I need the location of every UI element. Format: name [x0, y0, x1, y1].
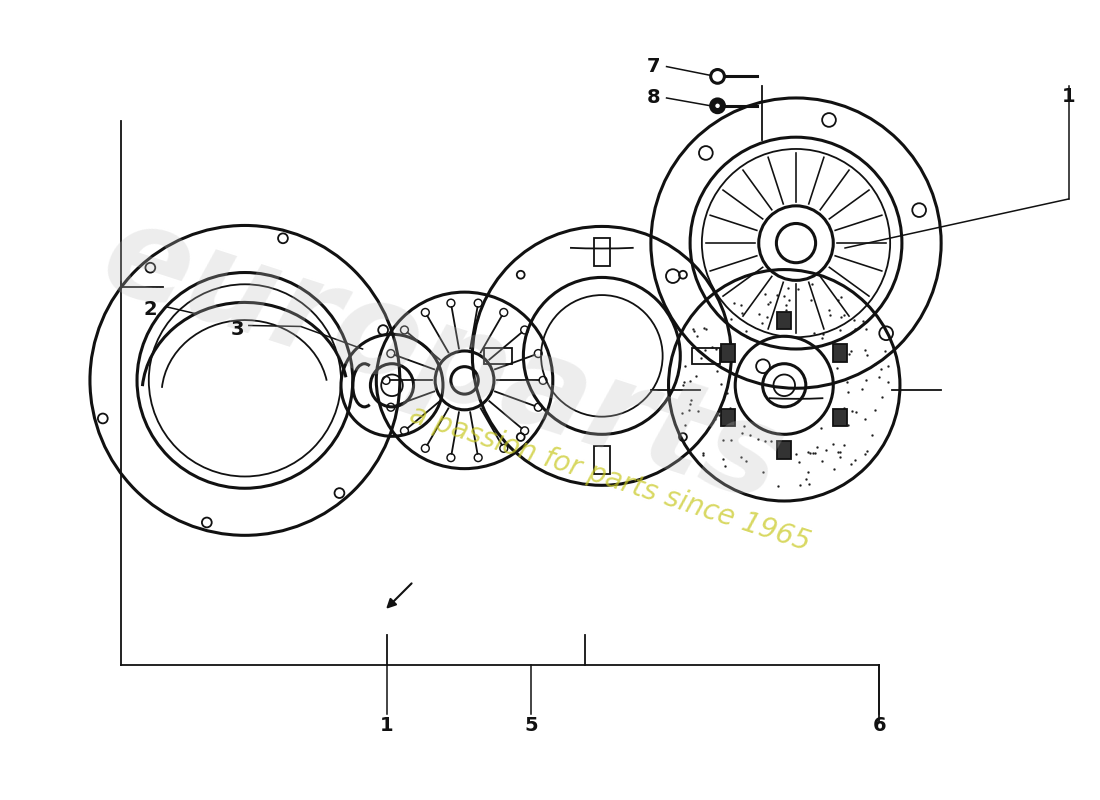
Text: 2: 2: [144, 300, 157, 319]
Bar: [722, 344, 735, 362]
Circle shape: [715, 103, 720, 109]
Bar: [834, 409, 847, 426]
Bar: [692, 348, 719, 364]
Circle shape: [451, 366, 478, 394]
Bar: [594, 446, 609, 474]
Bar: [594, 238, 609, 266]
Text: 1: 1: [1062, 86, 1076, 106]
Text: 8: 8: [647, 89, 661, 107]
Bar: [722, 409, 735, 426]
Bar: [834, 344, 847, 362]
Bar: [778, 441, 791, 459]
Bar: [778, 312, 791, 330]
Text: 1: 1: [381, 716, 394, 735]
Text: a passion for parts since 1965: a passion for parts since 1965: [406, 400, 814, 557]
Text: europarts: europarts: [88, 192, 799, 530]
Text: 7: 7: [647, 57, 661, 76]
Text: 3: 3: [230, 320, 244, 339]
Text: 6: 6: [872, 716, 887, 735]
Bar: [484, 348, 512, 364]
Circle shape: [711, 99, 725, 113]
Text: 5: 5: [525, 716, 538, 735]
